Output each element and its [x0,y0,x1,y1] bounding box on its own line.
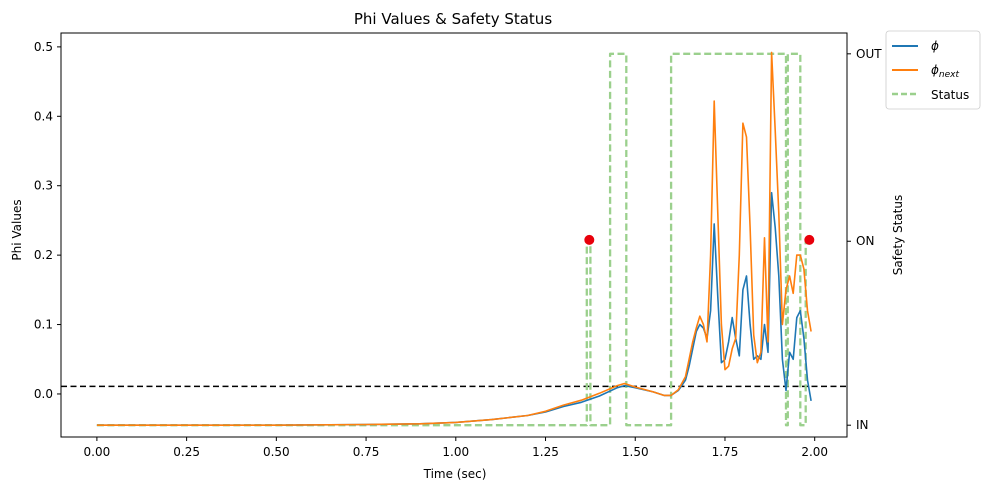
axes: 0.00 0.25 0.50 0.75 1.00 1.25 1.50 1.75 2.00 0.0 0… [34,32,882,459]
x-tick-label-5: 1.25 [532,445,559,459]
x-tick-label-2: 0.50 [263,445,290,459]
x-tick-label-3: 0.75 [353,445,380,459]
series-line-1 [96,51,812,426]
x-tick-label-7: 1.75 [712,445,739,459]
y-tick-label-0: 0.0 [34,387,53,401]
x-tick-label-0: 0.00 [84,445,111,459]
y2-axis-label: Safety Status [891,195,905,275]
x-tick-label-6: 1.50 [622,445,649,459]
x-tick-label-8: 2.00 [801,445,828,459]
x-tick-label-4: 1.00 [442,445,469,459]
legend: ϕ ϕnext Status [885,30,981,110]
legend-frame [885,30,981,110]
y2-tick-label-1: ON [856,234,874,248]
y-tick-label-5: 0.5 [34,40,53,54]
plot-area [61,51,847,427]
event-marker-1 [804,234,815,245]
event-marker-0 [584,234,595,245]
y-tick-label-3: 0.3 [34,179,53,193]
series-line-0 [96,191,812,426]
x-axis-label: Time (sec) [423,467,487,481]
x-tick-label-1: 0.25 [173,445,200,459]
y2-tick-label-0: IN [856,418,869,432]
y-axis-label: Phi Values [10,199,24,260]
chart-title: Phi Values & Safety Status [354,10,552,28]
y-tick-label-2: 0.2 [34,248,53,262]
plot-frame [60,32,848,438]
legend-label-status: Status [931,88,969,102]
y-tick-label-1: 0.1 [34,318,53,332]
y-tick-label-4: 0.4 [34,109,53,123]
series-line-2 [96,52,810,427]
legend-label-phi: ϕ [931,39,939,53]
y2-tick-label-2: OUT [856,47,882,61]
